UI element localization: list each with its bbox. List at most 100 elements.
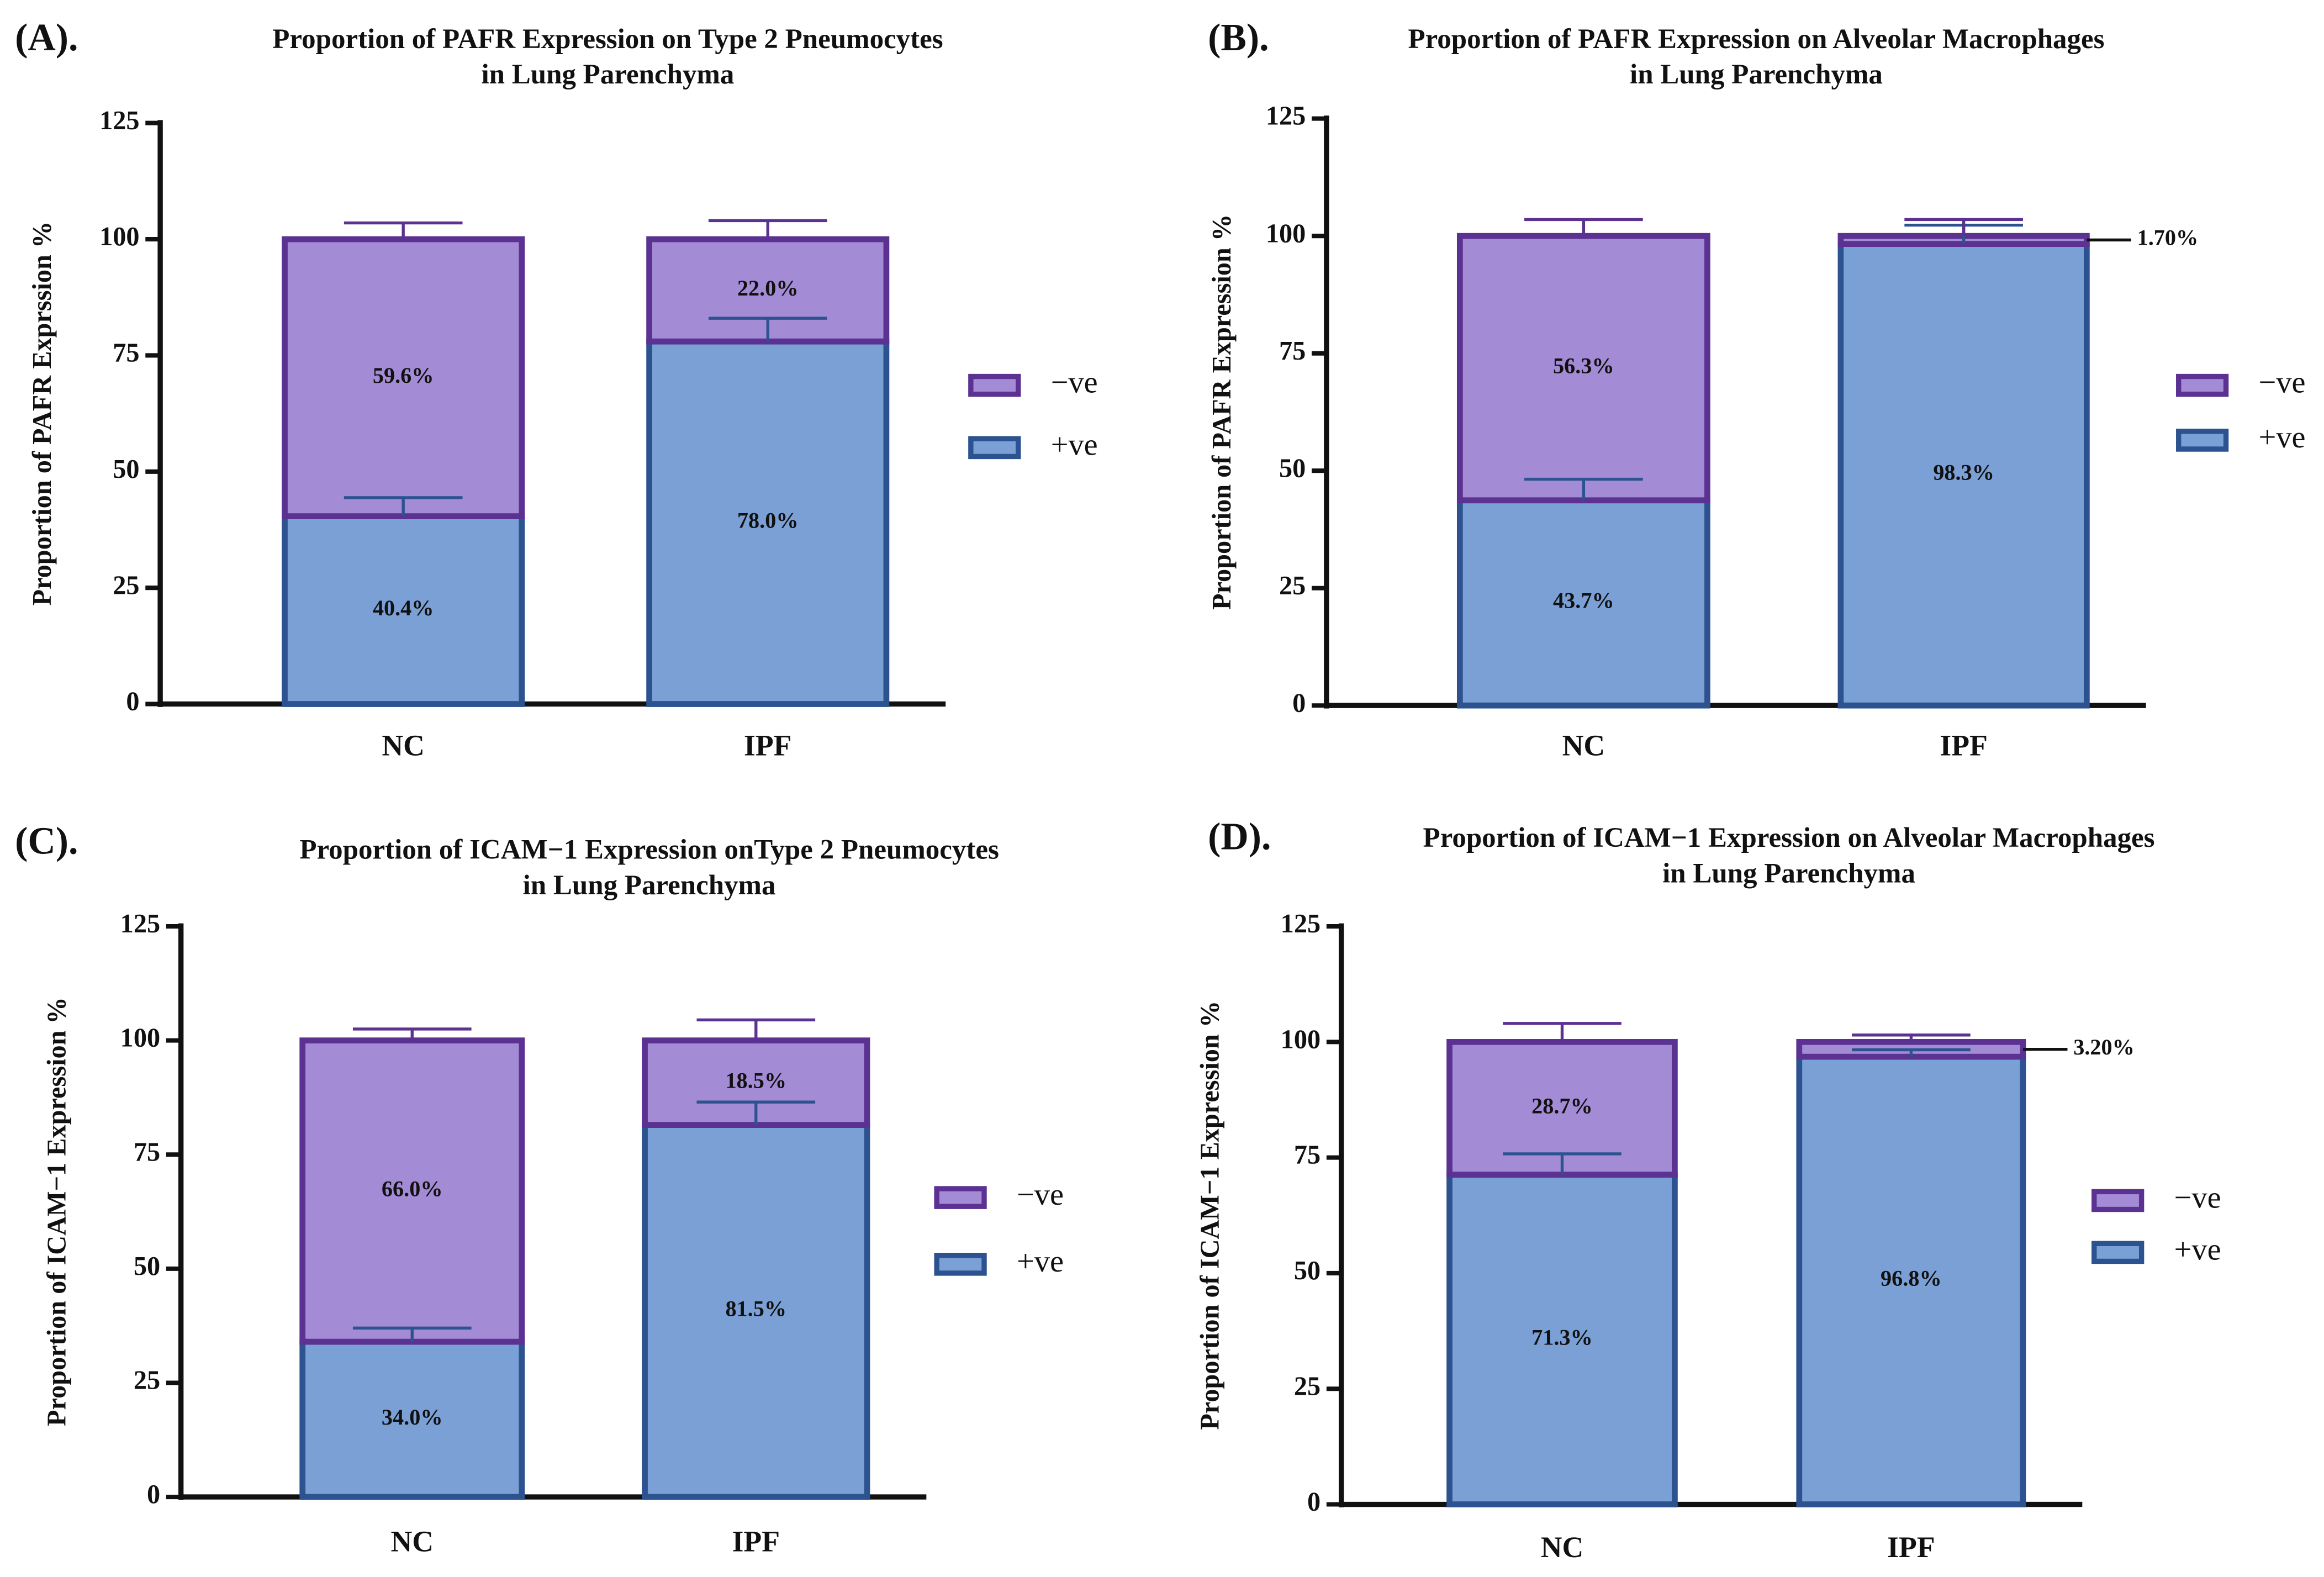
x-tick-label: IPF: [1940, 729, 1987, 762]
value-label: 71.3%: [1531, 1325, 1593, 1349]
error-bar: [1852, 1048, 1971, 1057]
y-tick-label: 125: [120, 909, 160, 938]
panel-label: (C).: [15, 820, 78, 862]
value-label: 22.0%: [737, 276, 799, 300]
y-tick-label: 25: [1279, 571, 1306, 600]
chart-title: Proportion of PAFR Expression on Type 2 …: [272, 24, 943, 55]
error-bar: [352, 1326, 472, 1342]
chart-title: in Lung Parenchyma: [1662, 858, 1915, 889]
value-label: 34.0%: [382, 1405, 443, 1430]
legend-swatch: [968, 373, 1021, 397]
legend-swatch: [934, 1253, 987, 1276]
y-tick-label: 50: [134, 1252, 160, 1281]
legend-swatch: [968, 436, 1021, 460]
y-tick-label: 25: [1294, 1372, 1321, 1401]
error-bar: [1524, 477, 1643, 500]
value-label: 1.70%: [2137, 225, 2199, 250]
legend-swatch: [934, 1186, 987, 1209]
value-label: 78.0%: [737, 508, 799, 533]
legend-label: −ve: [1017, 1178, 1064, 1212]
bar-segment: [1796, 1053, 2026, 1507]
value-label: 18.5%: [725, 1068, 786, 1093]
y-tick-label: 100: [1281, 1025, 1321, 1054]
value-label: 40.4%: [373, 595, 434, 620]
bar-segment: [282, 236, 525, 519]
legend-swatch: [2176, 429, 2229, 452]
x-tick-label: NC: [1541, 1531, 1584, 1564]
error-bar: [1503, 1152, 1621, 1175]
chart-title: in Lung Parenchyma: [523, 870, 776, 901]
legend-swatch: [2091, 1241, 2145, 1264]
y-tick-label: 100: [99, 222, 139, 251]
y-tick-label: 125: [1266, 102, 1306, 131]
error-bar: [344, 221, 463, 240]
y-axis-label: Proportion of ICAM−1 Expression %: [1195, 1001, 1224, 1430]
bar-segment: [1456, 233, 1710, 504]
y-tick-label: 75: [113, 339, 139, 368]
error-bar: [1503, 1022, 1621, 1042]
y-tick-label: 75: [1279, 336, 1306, 366]
legend-label: −ve: [1051, 366, 1098, 400]
y-tick-label: 25: [113, 571, 139, 600]
legend-label: +ve: [2174, 1232, 2221, 1267]
bar-segment: [299, 1037, 525, 1345]
value-label: 96.8%: [1881, 1266, 1942, 1291]
y-tick-label: 75: [134, 1137, 160, 1167]
x-tick-label: NC: [391, 1525, 434, 1558]
bar-segment: [642, 1122, 870, 1500]
y-axis-label: Proportion of PAFR Expression %: [1207, 214, 1237, 610]
error-bar: [1904, 218, 2023, 236]
y-tick-label: 0: [1292, 688, 1306, 718]
legend-swatch: [2176, 373, 2229, 397]
value-label: 28.7%: [1531, 1094, 1593, 1119]
value-label: 66.0%: [382, 1177, 443, 1201]
y-tick-label: 75: [1294, 1141, 1321, 1170]
legend-label: +ve: [2259, 420, 2306, 455]
x-tick-label: NC: [1562, 729, 1605, 762]
y-tick-label: 125: [1281, 909, 1321, 938]
error-bar: [1524, 218, 1643, 236]
y-tick-label: 0: [147, 1480, 160, 1509]
legend-label: +ve: [1017, 1244, 1064, 1279]
x-tick-label: NC: [382, 729, 424, 762]
y-tick-label: 50: [113, 455, 139, 484]
error-bar: [708, 219, 827, 240]
error-bar: [696, 1100, 816, 1125]
value-label: 81.5%: [725, 1296, 786, 1321]
panel-label: (D).: [1208, 815, 1271, 858]
legend-label: −ve: [2174, 1180, 2221, 1215]
chart-title: Proportion of ICAM−1 Expression onType 2…: [299, 835, 999, 866]
chart-title: Proportion of ICAM−1 Expression on Alveo…: [1423, 822, 2155, 853]
y-tick-label: 50: [1279, 453, 1306, 483]
y-axis-label: Proportion of ICAM−1 Expression %: [43, 997, 72, 1426]
error-bar: [696, 1018, 816, 1041]
y-tick-label: 0: [126, 687, 139, 716]
value-label: 3.20%: [2073, 1035, 2135, 1059]
legend-swatch: [2091, 1189, 2145, 1212]
bar-segment: [646, 338, 890, 707]
x-tick-label: IPF: [1887, 1531, 1935, 1564]
y-axis-label: Proportion of PAFR Exprssion %: [28, 221, 57, 606]
bar-segment: [299, 1338, 525, 1500]
y-tick-label: 100: [120, 1024, 160, 1053]
y-tick-label: 125: [99, 106, 139, 135]
y-tick-label: 25: [134, 1366, 160, 1395]
bar-segment: [1837, 241, 2090, 709]
panel-label: (A).: [15, 17, 78, 59]
y-tick-label: 100: [1266, 219, 1306, 248]
value-label: 98.3%: [1933, 460, 1994, 485]
chart-title: in Lung Parenchyma: [482, 59, 735, 90]
error-bar: [708, 317, 827, 342]
chart-title: Proportion of PAFR Expression on Alveola…: [1408, 24, 2104, 55]
x-tick-label: IPF: [744, 729, 791, 762]
y-tick-label: 0: [1307, 1488, 1321, 1517]
bar-segment: [282, 513, 525, 707]
value-label: 43.7%: [1553, 588, 1614, 613]
x-tick-label: IPF: [732, 1525, 780, 1558]
error-bar: [352, 1027, 472, 1041]
error-bar: [1852, 1033, 1971, 1042]
value-label: 56.3%: [1553, 354, 1614, 378]
chart-title: in Lung Parenchyma: [1630, 59, 1883, 90]
value-label: 59.6%: [373, 363, 434, 388]
